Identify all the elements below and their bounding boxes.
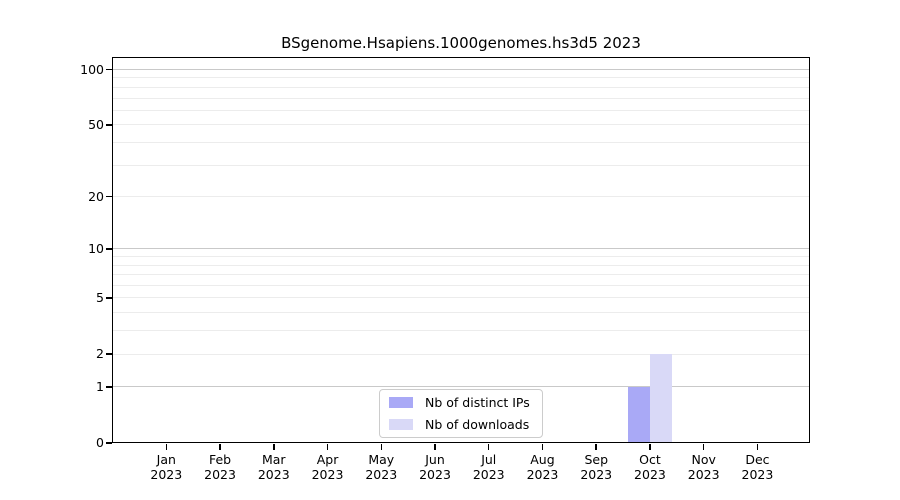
x-tick bbox=[541, 444, 544, 450]
gridline-minor bbox=[112, 109, 810, 111]
legend-label: Nb of downloads bbox=[425, 417, 530, 432]
bar-nb-of-distinct-ips bbox=[627, 386, 650, 443]
gridline-minor bbox=[112, 297, 810, 299]
x-tick-year: 2023 bbox=[311, 467, 344, 482]
y-tick-label: 1 bbox=[96, 378, 104, 394]
x-tick bbox=[756, 444, 759, 450]
legend-row: Nb of distinct IPs bbox=[380, 395, 542, 410]
x-tick-year: 2023 bbox=[687, 467, 720, 482]
x-tick-label: Nov 2023 bbox=[672, 452, 736, 482]
x-tick-month: Dec bbox=[745, 452, 770, 467]
legend: Nb of distinct IPs Nb of downloads bbox=[379, 389, 543, 438]
x-tick-month: Jun bbox=[425, 452, 445, 467]
y-tick bbox=[106, 297, 112, 299]
x-tick bbox=[165, 444, 168, 450]
x-tick bbox=[702, 444, 705, 450]
gridline-minor bbox=[112, 274, 810, 276]
x-tick-month: Jul bbox=[481, 452, 497, 467]
gridline-major bbox=[112, 248, 810, 250]
y-tick-label: 100 bbox=[80, 61, 104, 77]
gridline-minor bbox=[112, 196, 810, 198]
gridline-minor bbox=[112, 330, 810, 332]
x-tick-year: 2023 bbox=[204, 467, 236, 482]
y-tick-label: 2 bbox=[96, 346, 104, 362]
y-tick bbox=[106, 442, 112, 444]
x-tick bbox=[273, 444, 275, 450]
gridline-minor bbox=[112, 124, 810, 126]
x-tick-label: Jun 2023 bbox=[403, 452, 467, 482]
gridline-minor bbox=[112, 256, 810, 258]
gridline-minor bbox=[112, 312, 810, 314]
legend-swatch-nb-of-distinct-ips bbox=[389, 397, 413, 408]
gridline-minor bbox=[112, 285, 810, 287]
x-tick bbox=[595, 444, 597, 450]
x-tick-label: Sep 2023 bbox=[564, 452, 628, 482]
x-tick-year: 2023 bbox=[365, 467, 398, 482]
x-tick bbox=[219, 444, 221, 450]
y-tick-label: 10 bbox=[88, 240, 104, 256]
gridline-minor bbox=[112, 77, 810, 79]
x-tick bbox=[649, 444, 651, 450]
x-tick-year: 2023 bbox=[580, 467, 613, 482]
x-tick-month: Oct bbox=[639, 452, 661, 467]
gridline-major bbox=[112, 69, 810, 70]
x-tick-label: May 2023 bbox=[349, 452, 413, 482]
y-tick bbox=[106, 124, 112, 126]
x-tick-month: Jan bbox=[156, 452, 176, 467]
x-tick-label: Feb 2023 bbox=[188, 452, 252, 482]
x-tick bbox=[380, 444, 382, 450]
x-tick-year: 2023 bbox=[419, 467, 451, 482]
y-tick-label: 5 bbox=[96, 289, 104, 305]
gridline-major bbox=[112, 386, 810, 388]
gridline-minor bbox=[112, 353, 810, 355]
gridline-minor bbox=[112, 86, 810, 88]
x-tick-year: 2023 bbox=[741, 467, 774, 482]
legend-row: Nb of downloads bbox=[380, 417, 542, 432]
x-tick bbox=[326, 444, 329, 450]
x-tick-label: Mar 2023 bbox=[242, 452, 306, 482]
y-tick-label: 20 bbox=[88, 188, 104, 204]
y-tick bbox=[106, 248, 112, 250]
y-tick bbox=[106, 353, 112, 355]
x-tick-month: Nov bbox=[691, 452, 716, 467]
x-tick-label: Oct 2023 bbox=[618, 452, 682, 482]
x-tick-year: 2023 bbox=[634, 467, 666, 482]
x-tick-year: 2023 bbox=[150, 467, 183, 482]
x-tick-month: May bbox=[368, 452, 395, 467]
legend-label: Nb of distinct IPs bbox=[425, 395, 530, 410]
y-tick-label: 50 bbox=[88, 116, 104, 132]
plot-area bbox=[112, 57, 810, 443]
y-tick bbox=[106, 68, 112, 71]
x-tick-label: Jan 2023 bbox=[134, 452, 198, 482]
gridline-minor bbox=[112, 164, 810, 166]
y-tick bbox=[106, 195, 112, 198]
x-tick-year: 2023 bbox=[526, 467, 559, 482]
x-tick-month: Sep bbox=[584, 452, 608, 467]
chart-title: BSgenome.Hsapiens.1000genomes.hs3d5 2023 bbox=[281, 34, 641, 52]
x-tick-label: Jul 2023 bbox=[457, 452, 521, 482]
y-tick bbox=[106, 386, 112, 388]
bar-nb-of-downloads bbox=[649, 354, 672, 443]
x-tick-year: 2023 bbox=[257, 467, 290, 482]
gridline-minor bbox=[112, 141, 810, 143]
legend-swatch-nb-of-downloads bbox=[389, 419, 413, 430]
x-tick-label: Aug 2023 bbox=[510, 452, 574, 482]
gridline-minor bbox=[112, 264, 810, 266]
x-tick-label: Apr 2023 bbox=[296, 452, 360, 482]
gridline-minor bbox=[112, 97, 810, 99]
x-tick-month: Apr bbox=[316, 452, 339, 467]
y-tick-label: 0 bbox=[96, 435, 104, 450]
x-tick-label: Dec 2023 bbox=[725, 452, 789, 482]
x-tick bbox=[434, 444, 436, 450]
x-tick-month: Feb bbox=[208, 452, 232, 467]
x-tick-month: Aug bbox=[530, 452, 555, 467]
x-tick-month: Mar bbox=[261, 452, 286, 467]
x-tick bbox=[487, 444, 490, 450]
x-tick-year: 2023 bbox=[472, 467, 505, 482]
